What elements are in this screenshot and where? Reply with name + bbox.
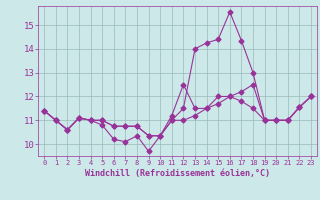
X-axis label: Windchill (Refroidissement éolien,°C): Windchill (Refroidissement éolien,°C) bbox=[85, 169, 270, 178]
